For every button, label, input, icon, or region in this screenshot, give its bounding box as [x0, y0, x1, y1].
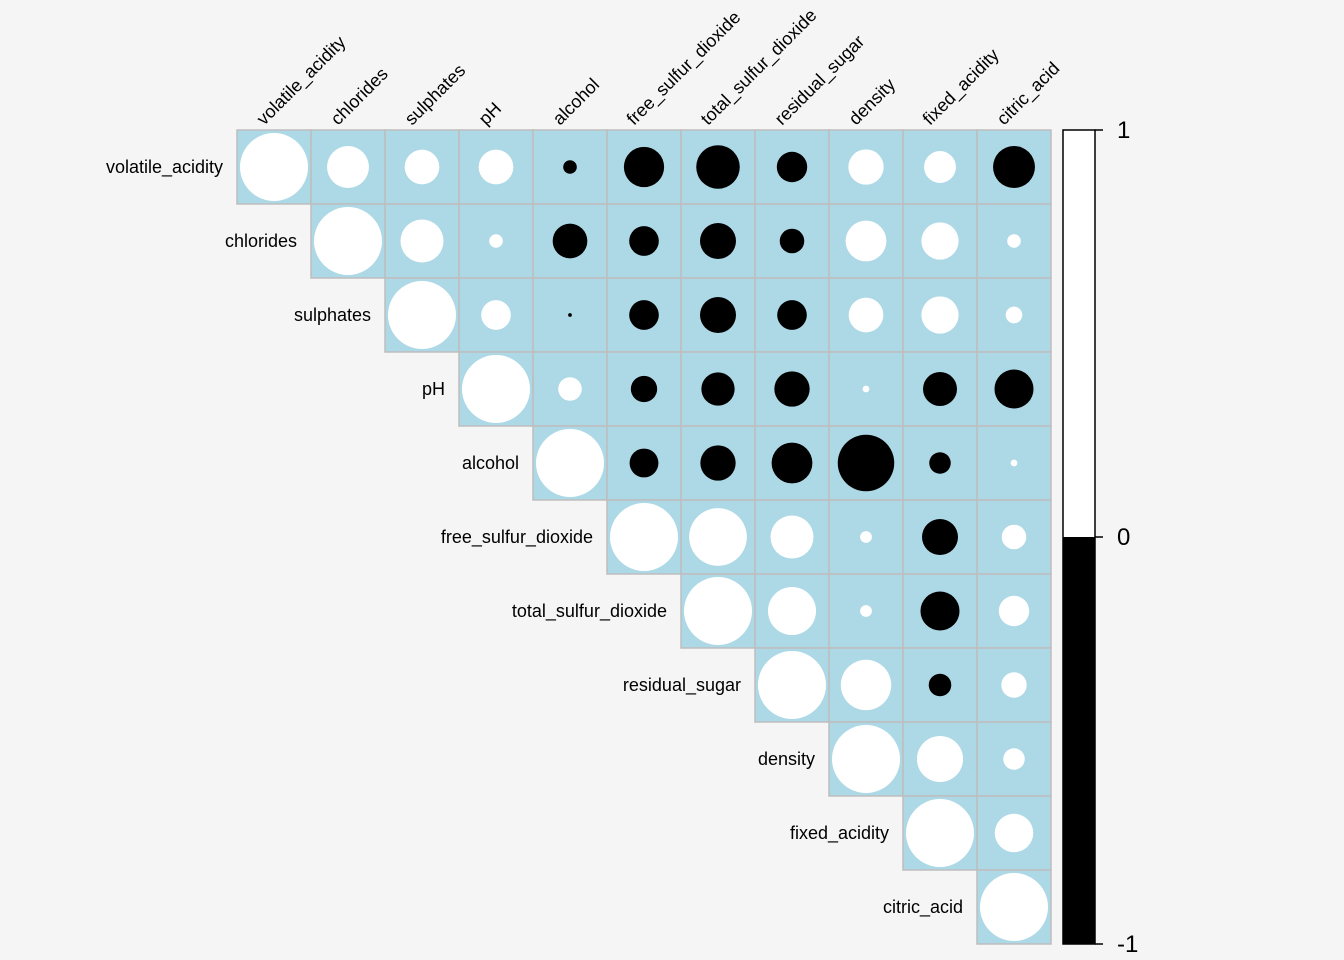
- correlation-circle: [629, 300, 659, 330]
- matrix-cell: [754, 129, 830, 205]
- correlation-circle: [922, 519, 958, 555]
- legend-negative-band: [1063, 537, 1095, 944]
- row-label: density: [758, 749, 815, 769]
- row-label: chlorides: [225, 231, 297, 251]
- correlation-circle: [779, 228, 805, 254]
- correlation-circle: [700, 223, 736, 259]
- correlation-circle: [920, 591, 960, 631]
- correlation-circle: [771, 442, 813, 484]
- correlation-circle: [700, 445, 736, 481]
- correlation-circle: [489, 234, 503, 248]
- row-label: residual_sugar: [623, 675, 741, 696]
- correlation-circle: [623, 146, 665, 188]
- legend-tick-label: -1: [1117, 931, 1138, 958]
- correlation-circle: [924, 151, 956, 183]
- correlation-circle: [862, 385, 870, 393]
- correlation-circle: [860, 531, 872, 543]
- matrix-cells: [236, 129, 1052, 945]
- correlation-circle: [916, 735, 964, 783]
- correlation-circle: [848, 297, 884, 333]
- correlation-circle: [240, 133, 308, 201]
- row-label: free_sulfur_dioxide: [441, 527, 593, 548]
- correlation-circle: [1005, 306, 1023, 324]
- correlation-circle: [848, 149, 884, 185]
- correlation-circle: [1001, 672, 1027, 698]
- correlation-circle: [998, 595, 1030, 627]
- correlation-circle: [558, 377, 582, 401]
- row-labels: volatile_acidity chlorides sulphates pH alco…: [106, 157, 963, 918]
- correlation-circle: [980, 873, 1048, 941]
- correlation-circle: [478, 149, 514, 185]
- correlation-circle: [767, 586, 817, 636]
- correlation-circle: [314, 207, 382, 275]
- correlation-circle: [860, 605, 872, 617]
- correlation-circle: [770, 515, 814, 559]
- row-label: citric_acid: [883, 897, 963, 918]
- row-label: total_sulfur_dioxide: [512, 601, 667, 622]
- legend-tick-label: 0: [1117, 524, 1130, 551]
- correlation-circle: [629, 226, 659, 256]
- correlation-circle: [327, 146, 369, 188]
- correlation-circle: [776, 151, 808, 183]
- correlation-circle: [552, 223, 588, 259]
- correlation-circle: [610, 503, 678, 571]
- column-label: chlorides: [327, 64, 392, 129]
- correlation-circle: [993, 146, 1035, 188]
- correlation-circle: [1007, 234, 1021, 248]
- row-label: pH: [422, 379, 445, 399]
- correlation-circle: [845, 220, 887, 262]
- row-label: alcohol: [462, 453, 519, 473]
- correlation-circle: [928, 673, 952, 697]
- column-label: density: [845, 74, 899, 128]
- correlation-circle: [689, 508, 747, 566]
- correlation-circle: [630, 375, 658, 403]
- legend-positive-band: [1063, 130, 1095, 537]
- correlation-circle: [840, 659, 892, 711]
- correlation-circle: [684, 577, 752, 645]
- correlation-circle: [568, 313, 572, 317]
- column-label: sulphates: [401, 60, 470, 129]
- correlation-circle: [832, 725, 900, 793]
- correlation-circle: [994, 813, 1034, 853]
- correlation-circle: [921, 296, 959, 334]
- correlation-circle: [696, 145, 740, 189]
- correlation-circle: [774, 371, 810, 407]
- correlation-circle: [1001, 524, 1027, 550]
- correlation-circle: [563, 160, 577, 174]
- column-label: fixed_acidity: [919, 45, 1004, 130]
- correlation-circle: [921, 222, 959, 260]
- row-label: fixed_acidity: [790, 823, 889, 844]
- correlation-circle: [481, 300, 511, 330]
- correlation-circle: [400, 219, 444, 263]
- correlation-circle: [1010, 459, 1018, 467]
- correlation-circle: [758, 651, 826, 719]
- correlation-circle: [629, 448, 659, 478]
- correlation-circle: [700, 297, 736, 333]
- correlation-circle: [777, 300, 807, 330]
- color-legend: 1 0 -1: [1062, 117, 1138, 958]
- column-label: citric_acid: [993, 58, 1064, 129]
- correlation-circle: [837, 434, 895, 492]
- correlation-circle: [536, 429, 604, 497]
- row-label: volatile_acidity: [106, 157, 223, 178]
- column-label: alcohol: [549, 74, 603, 128]
- correlation-circle: [404, 149, 440, 185]
- correlation-circle: [1003, 748, 1025, 770]
- correlation-circle: [462, 355, 530, 423]
- correlation-circle: [994, 369, 1034, 409]
- matrix-cell: [458, 203, 534, 279]
- correlation-circle: [906, 799, 974, 867]
- correlation-circle: [388, 281, 456, 349]
- correlation-circle: [929, 452, 951, 474]
- correlation-circle: [701, 372, 735, 406]
- legend-tick-label: 1: [1117, 117, 1130, 144]
- column-label: pH: [475, 98, 505, 128]
- row-label: sulphates: [294, 305, 371, 325]
- correlation-circle: [923, 372, 957, 406]
